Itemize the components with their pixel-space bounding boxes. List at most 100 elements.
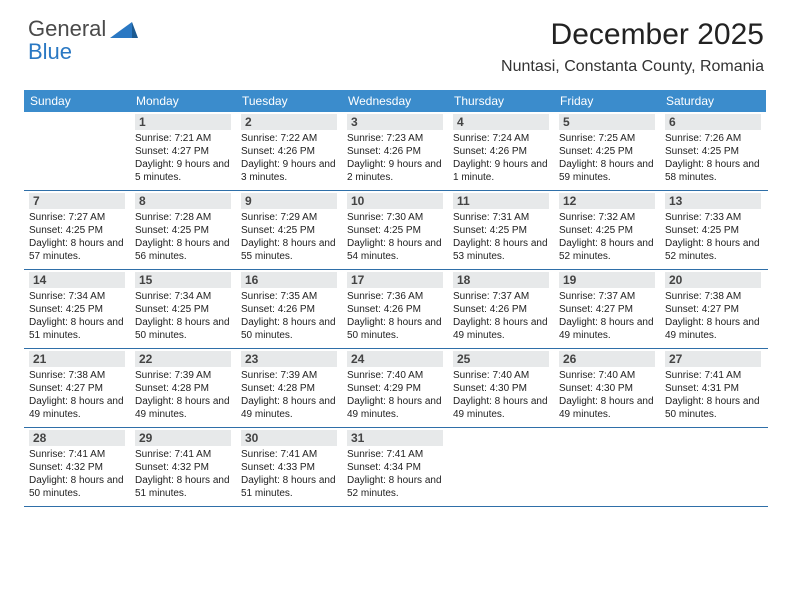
day-number: 20	[665, 272, 761, 288]
day-details: Sunrise: 7:28 AM Sunset: 4:25 PM Dayligh…	[135, 211, 231, 263]
day-cell: 7 Sunrise: 7:27 AM Sunset: 4:25 PM Daylig…	[24, 191, 130, 269]
month-title: December 2025	[501, 18, 764, 52]
day-cell: 28 Sunrise: 7:41 AM Sunset: 4:32 PM Dayli…	[24, 428, 130, 506]
day-details: Sunrise: 7:33 AM Sunset: 4:25 PM Dayligh…	[665, 211, 761, 263]
day-details: Sunrise: 7:41 AM Sunset: 4:32 PM Dayligh…	[135, 448, 231, 500]
day-cell: 10 Sunrise: 7:30 AM Sunset: 4:25 PM Dayli…	[342, 191, 448, 269]
day-details: Sunrise: 7:34 AM Sunset: 4:25 PM Dayligh…	[29, 290, 125, 342]
week-row: 28 Sunrise: 7:41 AM Sunset: 4:32 PM Dayli…	[24, 428, 768, 507]
day-details: Sunrise: 7:23 AM Sunset: 4:26 PM Dayligh…	[347, 132, 443, 184]
day-header: Thursday	[448, 90, 554, 112]
day-cell: 27Sunrise: 7:41 AM Sunset: 4:31 PM Dayli…	[660, 349, 766, 427]
day-details: Sunrise: 7:25 AM Sunset: 4:25 PM Dayligh…	[559, 132, 655, 184]
day-number	[453, 430, 549, 432]
day-cell: 5Sunrise: 7:25 AM Sunset: 4:25 PM Daylig…	[554, 112, 660, 190]
day-cell	[24, 112, 130, 190]
day-cell: 12Sunrise: 7:32 AM Sunset: 4:25 PM Dayli…	[554, 191, 660, 269]
day-header: Monday	[130, 90, 236, 112]
title-block: December 2025 Nuntasi, Constanta County,…	[501, 18, 764, 76]
day-details: Sunrise: 7:41 AM Sunset: 4:33 PM Dayligh…	[241, 448, 337, 500]
day-number: 18	[453, 272, 549, 288]
day-details: Sunrise: 7:40 AM Sunset: 4:30 PM Dayligh…	[453, 369, 549, 421]
day-cell: 20Sunrise: 7:38 AM Sunset: 4:27 PM Dayli…	[660, 270, 766, 348]
day-details: Sunrise: 7:41 AM Sunset: 4:31 PM Dayligh…	[665, 369, 761, 421]
location: Nuntasi, Constanta County, Romania	[501, 58, 764, 76]
day-details: Sunrise: 7:40 AM Sunset: 4:30 PM Dayligh…	[559, 369, 655, 421]
day-cell	[660, 428, 766, 506]
day-number: 30	[241, 430, 337, 446]
day-details: Sunrise: 7:35 AM Sunset: 4:26 PM Dayligh…	[241, 290, 337, 342]
day-header: Friday	[554, 90, 660, 112]
day-details: Sunrise: 7:26 AM Sunset: 4:25 PM Dayligh…	[665, 132, 761, 184]
day-number: 8	[135, 193, 231, 209]
day-number: 10	[347, 193, 443, 209]
day-cell: 30 Sunrise: 7:41 AM Sunset: 4:33 PM Dayli…	[236, 428, 342, 506]
day-number: 24	[347, 351, 443, 367]
day-number: 22	[135, 351, 231, 367]
day-number: 26	[559, 351, 655, 367]
day-cell: 11 Sunrise: 7:31 AM Sunset: 4:25 PM Dayli…	[448, 191, 554, 269]
day-number: 25	[453, 351, 549, 367]
day-cell: 19 Sunrise: 7:37 AM Sunset: 4:27 PM Dayli…	[554, 270, 660, 348]
day-number: 16	[241, 272, 337, 288]
day-number: 12	[559, 193, 655, 209]
day-details: Sunrise: 7:37 AM Sunset: 4:27 PM Dayligh…	[559, 290, 655, 342]
day-number: 21	[29, 351, 125, 367]
day-cell: 22 Sunrise: 7:39 AM Sunset: 4:28 PM Dayli…	[130, 349, 236, 427]
day-cell: 16 Sunrise: 7:35 AM Sunset: 4:26 PM Dayli…	[236, 270, 342, 348]
day-cell: 24Sunrise: 7:40 AM Sunset: 4:29 PM Dayli…	[342, 349, 448, 427]
day-details: Sunrise: 7:37 AM Sunset: 4:26 PM Dayligh…	[453, 290, 549, 342]
day-cell: 6Sunrise: 7:26 AM Sunset: 4:25 PM Daylig…	[660, 112, 766, 190]
day-cell	[554, 428, 660, 506]
day-cell: 15 Sunrise: 7:34 AM Sunset: 4:25 PM Dayli…	[130, 270, 236, 348]
day-cell: 25 Sunrise: 7:40 AM Sunset: 4:30 PM Dayli…	[448, 349, 554, 427]
day-number: 2	[241, 114, 337, 130]
day-number: 1	[135, 114, 231, 130]
day-number: 4	[453, 114, 549, 130]
week-row: 7 Sunrise: 7:27 AM Sunset: 4:25 PM Daylig…	[24, 191, 768, 270]
day-cell: 8 Sunrise: 7:28 AM Sunset: 4:25 PM Daylig…	[130, 191, 236, 269]
day-cell: 29 Sunrise: 7:41 AM Sunset: 4:32 PM Dayli…	[130, 428, 236, 506]
day-cell: 13Sunrise: 7:33 AM Sunset: 4:25 PM Dayli…	[660, 191, 766, 269]
day-cell	[448, 428, 554, 506]
day-details: Sunrise: 7:27 AM Sunset: 4:25 PM Dayligh…	[29, 211, 125, 263]
day-details: Sunrise: 7:30 AM Sunset: 4:25 PM Dayligh…	[347, 211, 443, 263]
day-number: 17	[347, 272, 443, 288]
day-cell: 9 Sunrise: 7:29 AM Sunset: 4:25 PM Daylig…	[236, 191, 342, 269]
day-number: 3	[347, 114, 443, 130]
week-row: 14Sunrise: 7:34 AM Sunset: 4:25 PM Dayli…	[24, 270, 768, 349]
week-row: 1Sunrise: 7:21 AM Sunset: 4:27 PM Daylig…	[24, 112, 768, 191]
day-number: 15	[135, 272, 231, 288]
day-number	[29, 114, 125, 116]
day-cell: 18 Sunrise: 7:37 AM Sunset: 4:26 PM Dayli…	[448, 270, 554, 348]
day-number: 19	[559, 272, 655, 288]
day-cell: 23Sunrise: 7:39 AM Sunset: 4:28 PM Dayli…	[236, 349, 342, 427]
calendar: SundayMondayTuesdayWednesdayThursdayFrid…	[24, 90, 768, 507]
day-details: Sunrise: 7:31 AM Sunset: 4:25 PM Dayligh…	[453, 211, 549, 263]
day-number: 11	[453, 193, 549, 209]
day-number: 29	[135, 430, 231, 446]
day-details: Sunrise: 7:39 AM Sunset: 4:28 PM Dayligh…	[135, 369, 231, 421]
day-details: Sunrise: 7:34 AM Sunset: 4:25 PM Dayligh…	[135, 290, 231, 342]
day-header-row: SundayMondayTuesdayWednesdayThursdayFrid…	[24, 90, 768, 112]
day-header: Sunday	[24, 90, 130, 112]
day-number	[559, 430, 655, 432]
day-header: Wednesday	[342, 90, 448, 112]
logo-text-2: Blue	[28, 39, 72, 64]
day-cell: 21 Sunrise: 7:38 AM Sunset: 4:27 PM Dayli…	[24, 349, 130, 427]
day-cell: 31Sunrise: 7:41 AM Sunset: 4:34 PM Dayli…	[342, 428, 448, 506]
day-number: 23	[241, 351, 337, 367]
day-details: Sunrise: 7:41 AM Sunset: 4:34 PM Dayligh…	[347, 448, 443, 500]
day-details: Sunrise: 7:36 AM Sunset: 4:26 PM Dayligh…	[347, 290, 443, 342]
day-details: Sunrise: 7:38 AM Sunset: 4:27 PM Dayligh…	[29, 369, 125, 421]
day-header: Saturday	[660, 90, 766, 112]
day-cell: 4 Sunrise: 7:24 AM Sunset: 4:26 PM Daylig…	[448, 112, 554, 190]
logo: General Blue	[28, 18, 138, 64]
day-number: 28	[29, 430, 125, 446]
day-details: Sunrise: 7:29 AM Sunset: 4:25 PM Dayligh…	[241, 211, 337, 263]
day-details: Sunrise: 7:41 AM Sunset: 4:32 PM Dayligh…	[29, 448, 125, 500]
week-row: 21 Sunrise: 7:38 AM Sunset: 4:27 PM Dayli…	[24, 349, 768, 428]
day-details: Sunrise: 7:24 AM Sunset: 4:26 PM Dayligh…	[453, 132, 549, 184]
day-number: 7	[29, 193, 125, 209]
day-number: 9	[241, 193, 337, 209]
